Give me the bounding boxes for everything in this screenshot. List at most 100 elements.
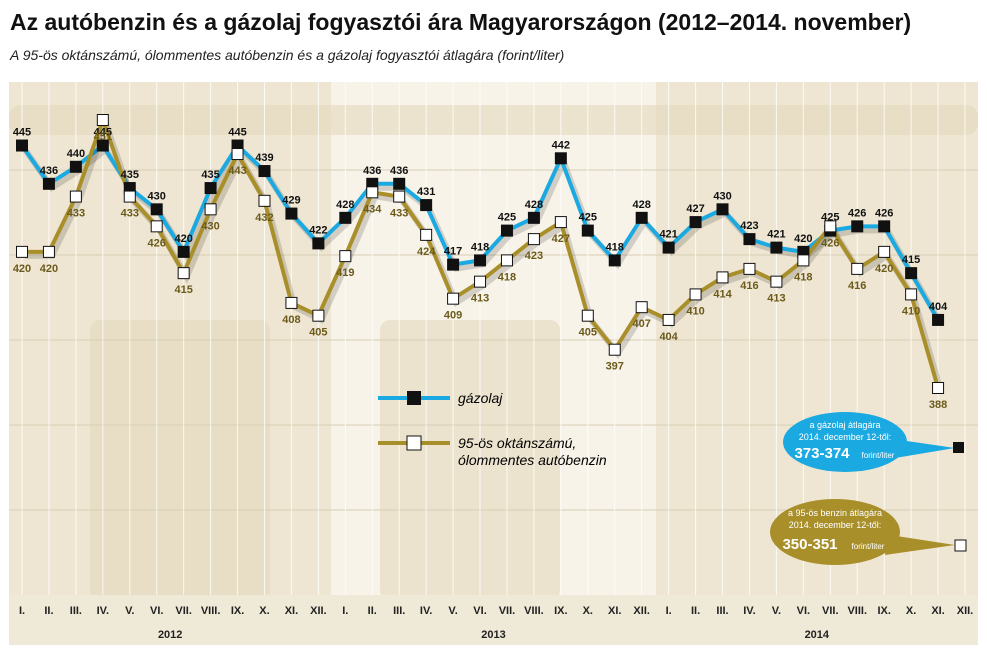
- data-point: [96, 139, 109, 152]
- data-label: 413: [471, 293, 489, 305]
- year-label: 2013: [481, 629, 505, 641]
- data-point: [69, 190, 82, 203]
- x-tick-label: X.: [906, 605, 916, 617]
- data-label: 426: [148, 237, 166, 249]
- x-tick-label: IV.: [743, 605, 755, 617]
- data-label: 405: [579, 327, 597, 339]
- year-label: 2014: [805, 629, 830, 641]
- x-tick-label: II.: [44, 605, 53, 617]
- data-point: [285, 296, 298, 309]
- year-label: 2012: [158, 629, 182, 641]
- data-point: [554, 152, 567, 165]
- data-label: 418: [471, 241, 489, 253]
- data-label: 416: [740, 280, 758, 292]
- data-label: 408: [282, 314, 300, 326]
- data-label: 434: [363, 203, 382, 215]
- data-point: [905, 288, 918, 301]
- callout-marker: [954, 539, 967, 552]
- data-label: 420: [875, 263, 893, 275]
- data-label: 424: [417, 246, 436, 258]
- callout-price: 373-374: [794, 445, 850, 462]
- callout-text: a 95-ös benzin átlagára: [788, 508, 882, 518]
- data-point: [285, 207, 298, 220]
- x-tick-label: VI.: [150, 605, 163, 617]
- data-label: 423: [525, 250, 543, 262]
- callout-pointer: [885, 535, 955, 555]
- data-point: [608, 343, 621, 356]
- x-tick-label: II.: [368, 605, 377, 617]
- x-tick-label: IV.: [97, 605, 109, 617]
- legend: gázolaj 95-ös oktánszámú, ólommentes autó…: [378, 390, 607, 468]
- x-tick-label: V.: [448, 605, 457, 617]
- data-point: [177, 267, 190, 280]
- data-point: [447, 258, 460, 271]
- callout-bubble: [770, 499, 900, 565]
- data-label: 430: [201, 220, 219, 232]
- x-tick-label: VII.: [175, 605, 192, 617]
- x-tick-label: IX.: [554, 605, 567, 617]
- data-point: [393, 190, 406, 203]
- data-point: [878, 220, 891, 233]
- data-label: 388: [929, 399, 947, 411]
- data-point: [932, 313, 945, 326]
- data-point: [474, 275, 487, 288]
- data-label: 410: [686, 305, 704, 317]
- data-label: 423: [740, 220, 758, 232]
- data-label: 431: [417, 186, 435, 198]
- x-tick-label: VIII.: [201, 605, 221, 617]
- data-point: [689, 288, 702, 301]
- data-label: 425: [498, 212, 516, 224]
- data-point: [743, 262, 756, 275]
- data-label: 407: [633, 318, 651, 330]
- data-point: [69, 160, 82, 173]
- data-point: [581, 224, 594, 237]
- data-label: 436: [390, 165, 408, 177]
- callout-unit: forint/liter: [852, 542, 885, 551]
- data-point: [662, 241, 675, 254]
- data-label: 418: [606, 241, 624, 253]
- data-label: 427: [686, 203, 704, 215]
- x-tick-label: IX.: [877, 605, 890, 617]
- data-label: 430: [713, 190, 731, 202]
- data-point: [366, 186, 379, 199]
- data-point: [500, 254, 513, 267]
- data-point: [123, 190, 136, 203]
- data-point: [770, 275, 783, 288]
- data-point: [878, 245, 891, 258]
- data-label: 428: [633, 199, 651, 211]
- data-point: [797, 254, 810, 267]
- data-point: [851, 262, 864, 275]
- x-tick-label: X.: [259, 605, 269, 617]
- pump-decoration: [90, 320, 270, 600]
- x-tick-label: III.: [70, 605, 82, 617]
- data-label: 428: [336, 199, 354, 211]
- data-label: 418: [794, 271, 812, 283]
- data-label: 397: [606, 361, 624, 373]
- data-label: 442: [552, 139, 570, 151]
- x-tick-label: XI.: [608, 605, 621, 617]
- data-point: [150, 220, 163, 233]
- data-label: 439: [255, 152, 273, 164]
- x-tick-label: XII.: [310, 605, 327, 617]
- data-label: 445: [13, 127, 31, 139]
- data-point: [824, 220, 837, 233]
- chart-subtitle: A 95-ös oktánszámú, ólommentes autóbenzi…: [9, 47, 564, 63]
- data-point: [204, 182, 217, 195]
- data-label: 433: [67, 208, 85, 220]
- data-label: 415: [174, 284, 192, 296]
- data-point: [581, 309, 594, 322]
- callout-marker: [953, 442, 964, 453]
- data-label: 405: [309, 327, 327, 339]
- data-point: [527, 211, 540, 224]
- x-tick-label: X.: [583, 605, 593, 617]
- data-point: [258, 194, 271, 207]
- x-tick-label: VI.: [473, 605, 486, 617]
- data-label: 420: [174, 233, 192, 245]
- axis-band: [9, 595, 978, 645]
- data-point: [393, 177, 406, 190]
- x-tick-label: IX.: [231, 605, 244, 617]
- callout: a gázolaj átlagára 2014. december 12-től…: [783, 412, 964, 472]
- data-point: [420, 228, 433, 241]
- x-tick-label: VII.: [499, 605, 516, 617]
